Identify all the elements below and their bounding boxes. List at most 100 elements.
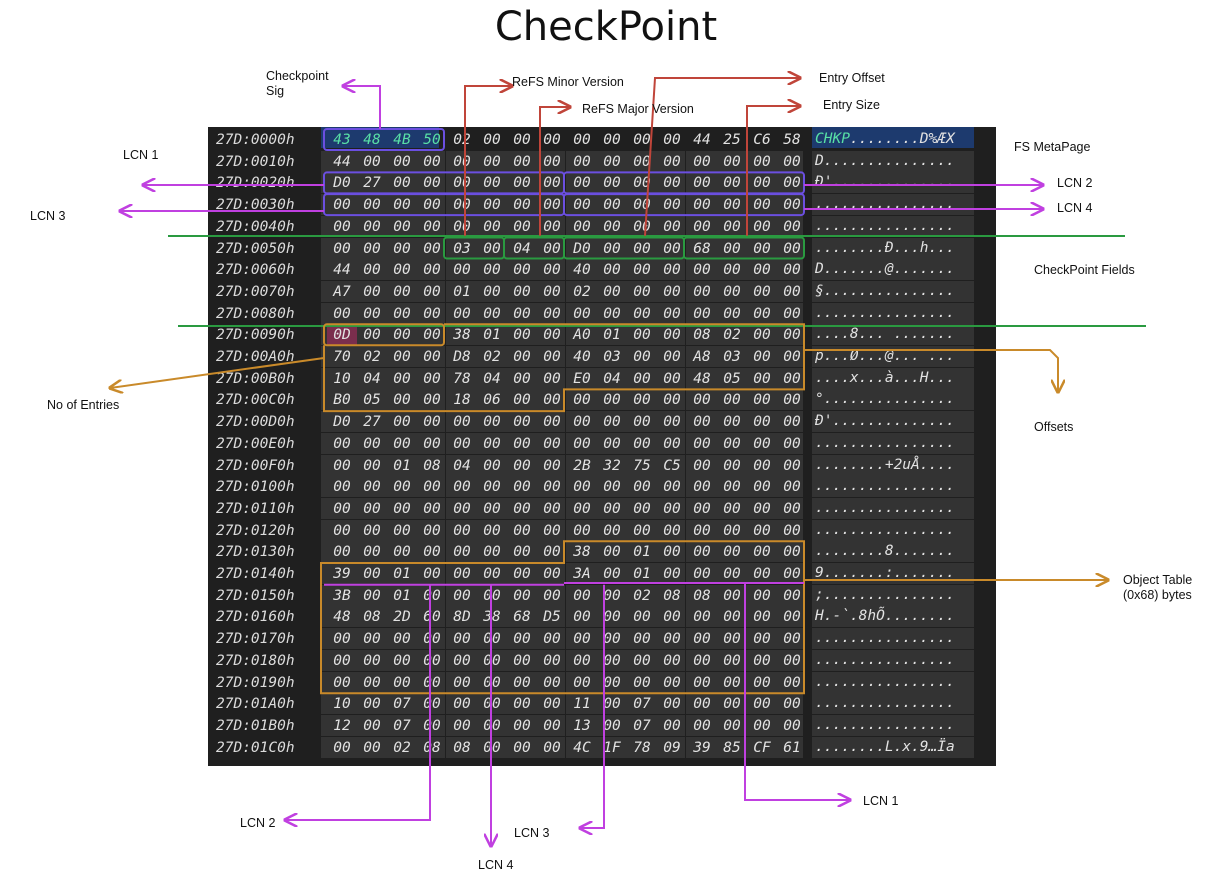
hex-byte[interactable]: D5 bbox=[543, 609, 561, 626]
hex-byte[interactable]: 3B bbox=[333, 587, 351, 604]
hex-byte[interactable]: 00 bbox=[543, 283, 561, 300]
hex-byte[interactable]: 00 bbox=[393, 197, 411, 214]
hex-byte[interactable]: 00 bbox=[603, 305, 621, 322]
hex-byte[interactable]: 00 bbox=[513, 370, 531, 387]
hex-byte[interactable]: 00 bbox=[663, 392, 681, 409]
hex-byte[interactable]: 27 bbox=[363, 175, 381, 192]
hex-byte[interactable]: 00 bbox=[453, 674, 471, 691]
hex-byte[interactable]: 00 bbox=[663, 609, 681, 626]
hex-byte[interactable]: 00 bbox=[693, 652, 711, 669]
hex-byte[interactable]: 00 bbox=[603, 132, 621, 148]
hex-byte[interactable]: 00 bbox=[513, 197, 531, 214]
hex-byte[interactable]: 00 bbox=[543, 652, 561, 669]
hex-byte[interactable]: 13 bbox=[573, 717, 591, 734]
hex-byte[interactable]: 00 bbox=[663, 305, 681, 322]
hex-byte[interactable]: 00 bbox=[783, 327, 801, 344]
hex-byte[interactable]: 00 bbox=[483, 457, 501, 474]
hex-byte[interactable]: 00 bbox=[483, 175, 501, 192]
hex-byte[interactable]: 00 bbox=[693, 218, 711, 235]
hex-byte[interactable]: 00 bbox=[333, 197, 351, 214]
hex-byte[interactable]: 00 bbox=[663, 370, 681, 387]
hex-byte[interactable]: 08 bbox=[423, 739, 441, 756]
hex-byte[interactable]: 00 bbox=[513, 305, 531, 322]
hex-byte[interactable]: 00 bbox=[783, 500, 801, 517]
hex-byte[interactable]: 00 bbox=[453, 522, 471, 539]
hex-byte[interactable]: 00 bbox=[633, 479, 651, 496]
hex-byte[interactable]: 38 bbox=[453, 327, 471, 344]
hex-byte[interactable]: 00 bbox=[633, 500, 651, 517]
hex-byte[interactable]: 25 bbox=[723, 132, 741, 148]
hex-byte[interactable]: 00 bbox=[363, 457, 381, 474]
hex-byte[interactable]: 00 bbox=[663, 240, 681, 257]
hex-byte[interactable]: 00 bbox=[393, 435, 411, 452]
hex-byte[interactable]: 00 bbox=[753, 587, 771, 604]
hex-byte[interactable]: 00 bbox=[423, 414, 441, 431]
hex-byte[interactable]: 00 bbox=[693, 522, 711, 539]
hex-byte[interactable]: 00 bbox=[483, 479, 501, 496]
hex-byte[interactable]: 00 bbox=[423, 240, 441, 257]
hex-byte[interactable]: 01 bbox=[453, 283, 471, 300]
hex-byte[interactable]: 00 bbox=[543, 717, 561, 734]
hex-byte[interactable]: 00 bbox=[753, 652, 771, 669]
hex-byte[interactable]: 00 bbox=[693, 479, 711, 496]
hex-byte[interactable]: 00 bbox=[363, 197, 381, 214]
hex-byte[interactable]: 00 bbox=[393, 153, 411, 170]
hex-byte[interactable]: 00 bbox=[783, 652, 801, 669]
hex-byte[interactable]: 61 bbox=[783, 739, 801, 756]
hex-byte[interactable]: 05 bbox=[723, 370, 741, 387]
hex-byte[interactable]: 00 bbox=[603, 197, 621, 214]
hex-byte[interactable]: 00 bbox=[543, 153, 561, 170]
hex-byte[interactable]: 00 bbox=[783, 392, 801, 409]
hex-byte[interactable]: 00 bbox=[423, 305, 441, 322]
hex-byte[interactable]: 00 bbox=[753, 327, 771, 344]
hex-byte[interactable]: 00 bbox=[393, 522, 411, 539]
hex-byte[interactable]: 00 bbox=[783, 197, 801, 214]
hex-byte[interactable]: 08 bbox=[423, 457, 441, 474]
hex-byte[interactable]: 00 bbox=[393, 305, 411, 322]
hex-byte[interactable]: 00 bbox=[663, 435, 681, 452]
hex-byte[interactable]: 00 bbox=[723, 479, 741, 496]
hex-byte[interactable]: 00 bbox=[753, 457, 771, 474]
hex-byte[interactable]: D0 bbox=[573, 240, 591, 257]
hex-byte[interactable]: 0D bbox=[327, 325, 357, 346]
hex-byte[interactable]: 07 bbox=[393, 717, 411, 734]
hex-byte[interactable]: 00 bbox=[363, 218, 381, 235]
hex-byte[interactable]: 68 bbox=[693, 240, 711, 257]
hex-byte[interactable]: 00 bbox=[543, 587, 561, 604]
hex-byte[interactable]: 00 bbox=[453, 479, 471, 496]
hex-byte[interactable]: 00 bbox=[663, 218, 681, 235]
hex-byte[interactable]: 00 bbox=[333, 674, 351, 691]
hex-byte[interactable]: 02 bbox=[453, 132, 471, 148]
hex-byte[interactable]: 00 bbox=[363, 327, 381, 344]
hex-byte[interactable]: 00 bbox=[603, 566, 621, 582]
hex-byte[interactable]: 00 bbox=[393, 500, 411, 517]
hex-byte[interactable]: 00 bbox=[513, 218, 531, 235]
hex-byte[interactable]: 00 bbox=[723, 305, 741, 322]
hex-byte[interactable]: 00 bbox=[693, 566, 711, 582]
hex-byte[interactable]: 00 bbox=[633, 132, 651, 148]
hex-byte[interactable]: 00 bbox=[603, 500, 621, 517]
hex-byte[interactable]: 02 bbox=[633, 587, 651, 604]
hex-byte[interactable]: 00 bbox=[483, 283, 501, 300]
hex-byte[interactable]: 00 bbox=[753, 500, 771, 517]
hex-byte[interactable]: 00 bbox=[603, 392, 621, 409]
hex-byte[interactable]: 00 bbox=[543, 739, 561, 756]
hex-byte[interactable]: 00 bbox=[423, 652, 441, 669]
hex-byte[interactable]: 02 bbox=[363, 349, 381, 365]
hex-byte[interactable]: 00 bbox=[603, 435, 621, 452]
hex-byte[interactable]: 00 bbox=[663, 479, 681, 496]
hex-byte[interactable]: 00 bbox=[453, 435, 471, 452]
hex-byte[interactable]: 00 bbox=[603, 153, 621, 170]
hex-byte[interactable]: 00 bbox=[693, 609, 711, 626]
hex-byte[interactable]: 00 bbox=[603, 283, 621, 300]
hex-byte[interactable]: 00 bbox=[453, 262, 471, 279]
hex-byte[interactable]: E0 bbox=[573, 370, 591, 387]
hex-byte[interactable]: 00 bbox=[633, 283, 651, 300]
hex-byte[interactable]: 00 bbox=[363, 739, 381, 756]
hex-byte[interactable]: 00 bbox=[693, 544, 711, 561]
hex-byte[interactable]: 00 bbox=[723, 153, 741, 170]
hex-byte[interactable]: 01 bbox=[633, 566, 651, 582]
hex-byte[interactable]: CF bbox=[753, 739, 771, 756]
hex-byte[interactable]: 00 bbox=[483, 522, 501, 539]
hex-byte[interactable]: 00 bbox=[543, 696, 561, 713]
